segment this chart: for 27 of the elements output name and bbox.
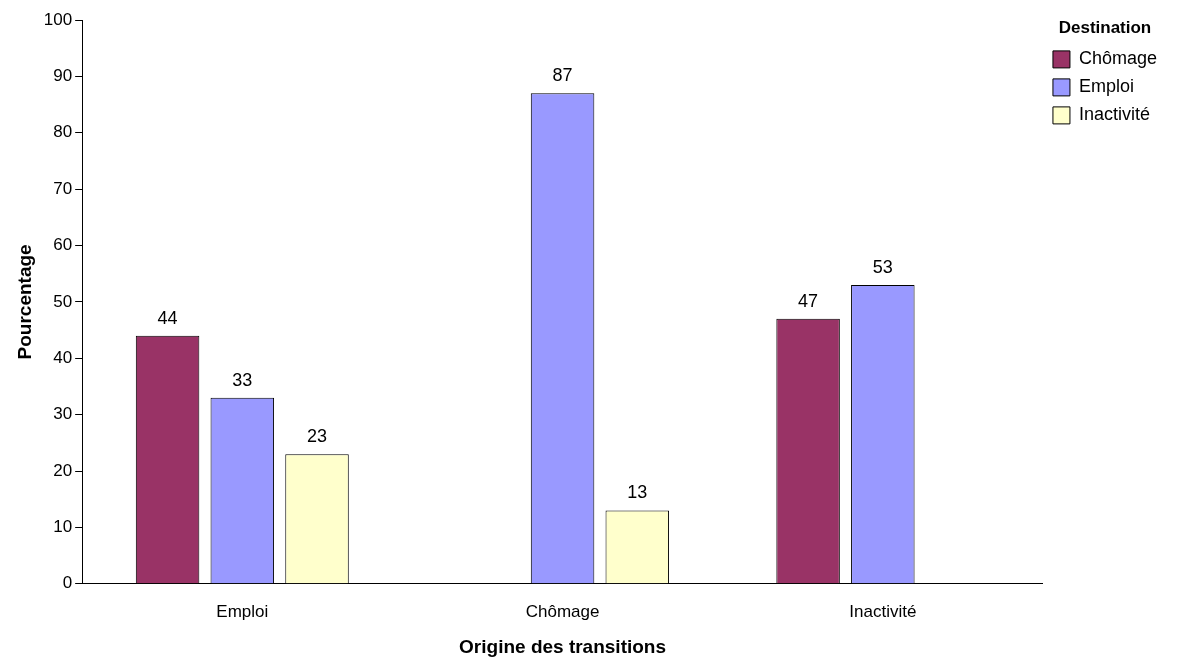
x-axis-title: Origine des transitions bbox=[459, 635, 667, 657]
y-tick-label: 10 bbox=[53, 517, 73, 537]
y-tick-label: 40 bbox=[53, 347, 73, 367]
data-label: 87 bbox=[552, 65, 573, 86]
y-tick-label: 100 bbox=[43, 9, 73, 29]
legend-label: Chômage bbox=[1078, 48, 1157, 69]
y-tick-label: 50 bbox=[53, 291, 73, 311]
y-tick-label: 60 bbox=[53, 235, 73, 255]
data-label: 44 bbox=[157, 307, 178, 328]
y-tick-label: 30 bbox=[53, 404, 73, 424]
legend-label: Inactivité bbox=[1078, 104, 1150, 125]
data-label: 23 bbox=[307, 426, 328, 447]
y-tick-label: 70 bbox=[53, 178, 73, 198]
x-tick-label: Chômage bbox=[525, 601, 600, 621]
x-tick-label: Emploi bbox=[216, 601, 269, 621]
data-label: 33 bbox=[232, 369, 253, 390]
x-tick-label: Inactivité bbox=[849, 601, 917, 621]
data-label: 13 bbox=[627, 482, 648, 503]
y-tick-label: 80 bbox=[53, 122, 73, 142]
y-axis-title: Pourcentage bbox=[13, 244, 35, 360]
y-tick-label: 20 bbox=[53, 460, 73, 480]
data-label: 53 bbox=[872, 256, 893, 277]
legend-title: Destination bbox=[1058, 18, 1152, 38]
data-label: 47 bbox=[798, 290, 819, 311]
y-tick-label: 0 bbox=[62, 573, 73, 593]
y-tick-label: 90 bbox=[53, 66, 73, 86]
legend-label: Emploi bbox=[1078, 76, 1134, 97]
